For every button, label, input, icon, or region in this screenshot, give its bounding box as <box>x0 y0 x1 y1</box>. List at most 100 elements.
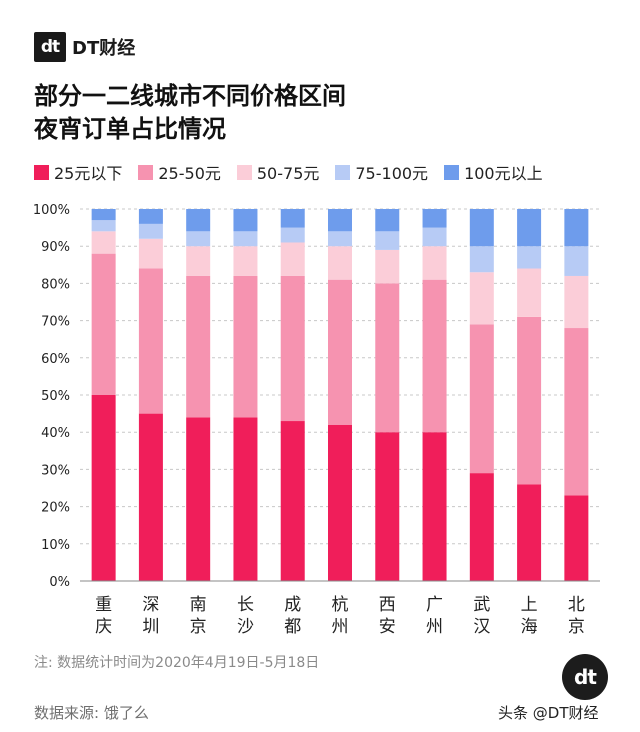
x-tick-label: 京 <box>568 617 585 637</box>
bar-segment <box>328 209 352 232</box>
brand-logo: dt DT财经 <box>34 32 135 62</box>
bar-segment <box>186 275 211 418</box>
bar-segment <box>91 209 116 221</box>
data-note: 注: 数据统计时间为2020年4月19日-5月18日 <box>34 655 320 671</box>
legend-item-5: 100元以上 <box>444 160 543 184</box>
bar-segment <box>469 473 494 581</box>
bar-segment <box>280 242 305 276</box>
bar-segment <box>564 495 589 581</box>
legend-label-4: 75-100元 <box>355 164 429 183</box>
dt-logo-icon: dt <box>34 32 66 62</box>
legend-item-4: 75-100元 <box>335 160 428 184</box>
bar-segment <box>186 246 211 276</box>
bar-segment <box>517 246 542 269</box>
bar-segment <box>564 275 589 329</box>
legend-label-1: 25元以下 <box>54 164 123 183</box>
bar-segment <box>91 220 116 232</box>
bar-segment <box>91 395 116 581</box>
bar-segment <box>422 279 447 433</box>
bar-segment <box>233 231 258 247</box>
bar-segment <box>422 246 447 280</box>
x-tick-label: 北 <box>568 595 585 615</box>
x-tick-label: 圳 <box>142 617 159 637</box>
bar-segment <box>328 279 352 425</box>
x-tick-label: 深 <box>142 595 159 615</box>
bar-segment <box>375 283 400 433</box>
bar-segment <box>328 246 352 280</box>
bar-segment <box>564 328 589 496</box>
x-tick-label: 广 <box>426 595 443 615</box>
x-tick-label: 都 <box>284 617 301 637</box>
y-tick-label: 100% <box>33 203 70 218</box>
x-tick-label: 汉 <box>473 617 490 637</box>
watermark-text: 头条 @DT财经 <box>498 704 599 722</box>
bar-segment <box>469 246 494 273</box>
y-tick-label: 80% <box>41 277 70 292</box>
bar-segment <box>469 324 494 474</box>
bar-segment <box>280 227 305 243</box>
legend-item-2: 25-50元 <box>138 160 221 184</box>
dt-badge-icon: dt <box>562 654 608 700</box>
bar-segment <box>280 421 305 581</box>
x-tick-label: 上 <box>521 595 538 615</box>
x-tick-label: 州 <box>426 617 443 637</box>
bar-segment <box>91 231 116 254</box>
y-tick-label: 20% <box>41 501 70 516</box>
bar-segment <box>233 275 258 418</box>
y-tick-label: 30% <box>41 463 70 478</box>
legend-swatch-3 <box>236 164 252 180</box>
x-tick-label: 州 <box>332 617 349 637</box>
bar-segment <box>328 231 352 247</box>
bar-segment <box>422 209 447 228</box>
x-tick-label: 西 <box>379 595 396 615</box>
bar-segment <box>517 316 542 485</box>
bar-segment <box>138 268 163 414</box>
x-tick-label: 安 <box>379 617 396 637</box>
x-tick-label: 海 <box>521 617 538 637</box>
chart-title: 部分一二线城市不同价格区间 夜宵订单占比情况 <box>34 80 594 146</box>
bar-segment <box>186 417 211 581</box>
chart-title-line-1: 部分一二线城市不同价格区间 <box>34 82 346 110</box>
bar-segment <box>517 484 542 581</box>
legend-swatch-4 <box>335 164 351 180</box>
legend-swatch-5 <box>444 164 460 180</box>
bar-segment <box>564 209 589 247</box>
y-tick-label: 40% <box>41 426 70 441</box>
bar-segment <box>422 432 447 581</box>
x-tick-label: 杭 <box>332 595 349 615</box>
bar-segment <box>375 432 400 581</box>
bar-segment <box>517 268 542 317</box>
bar-segment <box>375 249 400 284</box>
legend-swatch-1 <box>34 164 49 180</box>
legend-label-2: 25-50元 <box>158 164 221 183</box>
legend-label-5: 100元以上 <box>464 164 543 183</box>
x-tick-label: 长 <box>237 595 254 615</box>
bar-segment <box>469 209 494 247</box>
bar-segment <box>138 209 163 224</box>
bar-segment <box>517 209 542 247</box>
bar-segment <box>138 223 163 239</box>
y-tick-label: 10% <box>41 538 70 553</box>
bar-segment <box>138 238 163 269</box>
bar-segment <box>375 209 400 232</box>
x-tick-label: 成 <box>284 595 301 615</box>
legend-label-3: 50-75元 <box>256 164 320 183</box>
chart-legend: 25元以下 25-50元 50-75元 75-100元 100元以上 <box>34 160 559 184</box>
x-tick-label: 沙 <box>237 617 254 637</box>
bar-segment <box>280 275 305 422</box>
legend-item-1: 25元以下 <box>34 160 122 184</box>
bar-segment <box>186 209 211 232</box>
brand-name: DT财经 <box>72 38 136 59</box>
bar-segment <box>233 417 258 581</box>
bar-segment <box>138 413 163 581</box>
x-tick-label: 重 <box>95 595 112 615</box>
y-tick-label: 60% <box>41 352 70 367</box>
bar-segment <box>233 246 258 276</box>
x-tick-label: 京 <box>190 617 207 637</box>
y-tick-label: 90% <box>41 240 70 255</box>
bar-segment <box>469 272 494 325</box>
bar-segment <box>233 209 258 232</box>
bar-segment <box>186 231 211 247</box>
legend-item-3: 50-75元 <box>236 160 320 184</box>
